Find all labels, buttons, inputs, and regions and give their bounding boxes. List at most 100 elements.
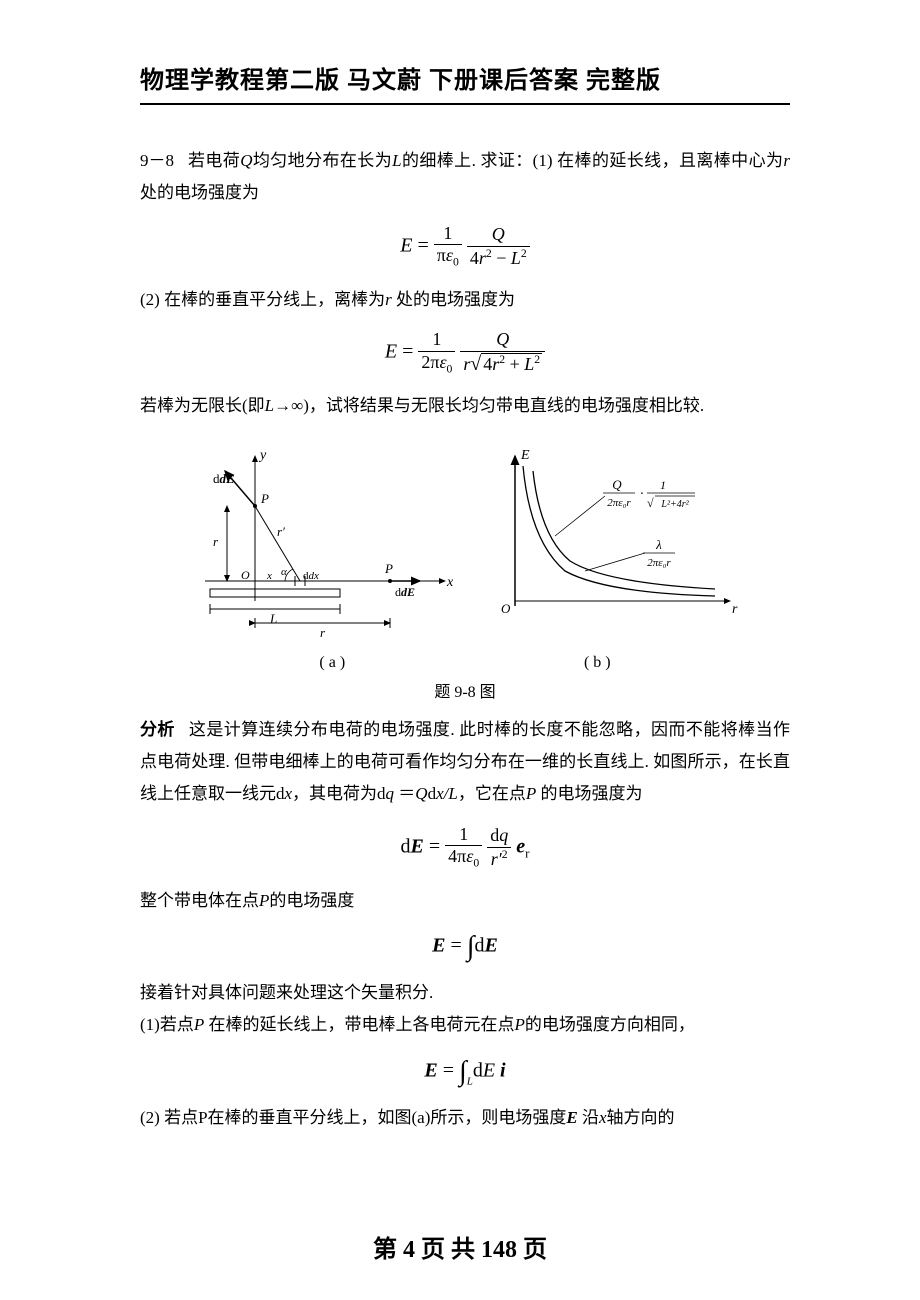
P-right: P: [384, 561, 393, 576]
exp: 2: [502, 848, 508, 861]
num: Q: [460, 330, 545, 352]
sym-L: L: [392, 151, 401, 170]
q: q: [499, 825, 508, 845]
n: 4: [483, 354, 492, 374]
text: d: [428, 784, 437, 803]
page-total: 148: [481, 1237, 517, 1263]
x-label: x: [446, 575, 454, 590]
text: (1)若点: [140, 1015, 194, 1034]
pi: π: [437, 245, 446, 265]
text: 的电场强度为: [536, 784, 642, 803]
sym-L: L: [265, 396, 274, 415]
a: 4π: [448, 846, 466, 866]
d: d: [473, 1059, 483, 1081]
text: 的电场强度方向相同，: [525, 1015, 695, 1034]
frac-2: Q 4r2 − L2: [467, 225, 530, 269]
sym: P: [259, 891, 269, 910]
den: 4r2 − L2: [467, 247, 530, 269]
sym: x: [436, 784, 444, 803]
text: 在棒的延长线上，带电棒上各电荷元在点: [204, 1015, 514, 1034]
d: d: [474, 935, 484, 957]
diagram-a: y x ddE P r r′ O x α ddx P ddE L: [205, 448, 454, 640]
sym: P: [194, 1015, 204, 1034]
text: 处的电场强度为: [392, 290, 515, 309]
text: 整个带电体在点: [140, 891, 259, 910]
figure-svg: y x ddE P r r′ O x α ddx P ddE L: [185, 441, 745, 641]
page-footer: 第 4 页 共 148 页: [0, 1229, 920, 1264]
O-label: O: [241, 568, 250, 582]
sym: q: [386, 784, 395, 803]
text: →∞: [274, 396, 303, 415]
vector-line: 接着针对具体问题来处理这个矢量积分.: [140, 977, 790, 1009]
text: (2) 若点P在棒的垂直平分线上，如图(a)所示，则电场强度: [140, 1108, 566, 1127]
formula-4: E = ∫dE: [140, 931, 790, 963]
text: 轴方向的: [607, 1108, 675, 1127]
eps: ε: [439, 352, 446, 372]
sym: P: [514, 1015, 524, 1034]
sym: x: [285, 784, 293, 803]
E: E: [411, 835, 424, 857]
r-sub: r: [525, 845, 529, 860]
eps: ε: [446, 245, 453, 265]
case1-text: (1)若点P 在棒的延长线上，带电棒上各电荷元在点P的电场强度方向相同，: [140, 1009, 790, 1041]
formula-1: E = 1 πε0 Q 4r2 − L2: [140, 224, 790, 270]
num: dq: [487, 826, 511, 848]
den: 4πε0: [445, 846, 482, 870]
page-num: 4: [403, 1237, 415, 1263]
den: πε0: [434, 245, 462, 269]
a: 2π: [421, 352, 439, 372]
n: 1: [660, 478, 666, 492]
expr1: Q 2πε₀r · 1 √ L²+4r²: [603, 477, 695, 510]
expr2: λ 2πε₀r: [643, 537, 675, 569]
text: (2) 在棒的垂直平分线上，离棒为: [140, 290, 385, 309]
figure-caption: 题 9-8 图: [140, 678, 790, 702]
lhs: E: [385, 341, 397, 363]
L-label: L: [269, 611, 277, 626]
sym-r: r: [385, 290, 392, 309]
case2-text: (2) 若点P在棒的垂直平分线上，如图(a)所示，则电场强度E 沿x轴方向的: [140, 1102, 790, 1134]
text: 若棒为无限长(即: [140, 396, 265, 415]
dE-label: ddE: [213, 471, 235, 486]
diagram-b: E r O Q 2πε₀r · 1 √ L²+4r² λ 2πε₀r: [501, 448, 738, 617]
num: 1: [418, 330, 455, 352]
n: λ: [655, 537, 662, 552]
formula-2: E = 1 2πε0 Q r4r2 + L2: [140, 330, 790, 376]
num: 1: [434, 224, 462, 246]
r-prime: r′: [277, 524, 285, 539]
eq: =: [424, 835, 445, 857]
E2: E: [484, 935, 497, 957]
sym-Q: Q: [240, 151, 252, 170]
den: 2πε₀r: [647, 557, 671, 569]
text: 页 共: [415, 1237, 481, 1263]
eq: =: [413, 234, 434, 256]
er: e: [516, 835, 525, 857]
figure-9-8: y x ddE P r r′ O x α ddx P ddE L: [140, 441, 790, 672]
page-header: 物理学教程第二版 马文蔚 下册课后答案 完整版: [140, 60, 790, 105]
P-top: P: [260, 491, 269, 506]
text: )，试将结果与无限长均匀带电直线的电场强度相比较.: [303, 396, 704, 415]
E2: E: [483, 1059, 500, 1081]
E: E: [424, 1059, 437, 1081]
r-label: r: [732, 602, 738, 617]
sqrt: 4r2 + L2: [470, 353, 542, 376]
eq: =: [438, 1059, 459, 1081]
num: Q: [467, 225, 530, 247]
sub: 0: [447, 363, 453, 376]
problem-number: 9－8: [140, 151, 174, 170]
E-label: E: [520, 448, 530, 463]
r: r′: [491, 849, 502, 869]
eq: =: [397, 341, 418, 363]
L: L: [511, 248, 521, 268]
text: ，它在点: [458, 784, 526, 803]
E: E: [432, 935, 445, 957]
subfig-labels: ( a ) ( b ): [140, 654, 790, 672]
eq: =: [446, 935, 467, 957]
text: 页: [517, 1237, 547, 1263]
num: 1: [445, 825, 482, 847]
O-label: O: [501, 601, 511, 616]
frac2: dq r′2: [487, 826, 511, 870]
formula-3: dE = 1 4πε0 dq r′2 er: [140, 825, 790, 871]
text: ＝: [394, 784, 415, 803]
frac-1: 1 πε0: [434, 224, 462, 270]
n: Q: [612, 477, 622, 492]
